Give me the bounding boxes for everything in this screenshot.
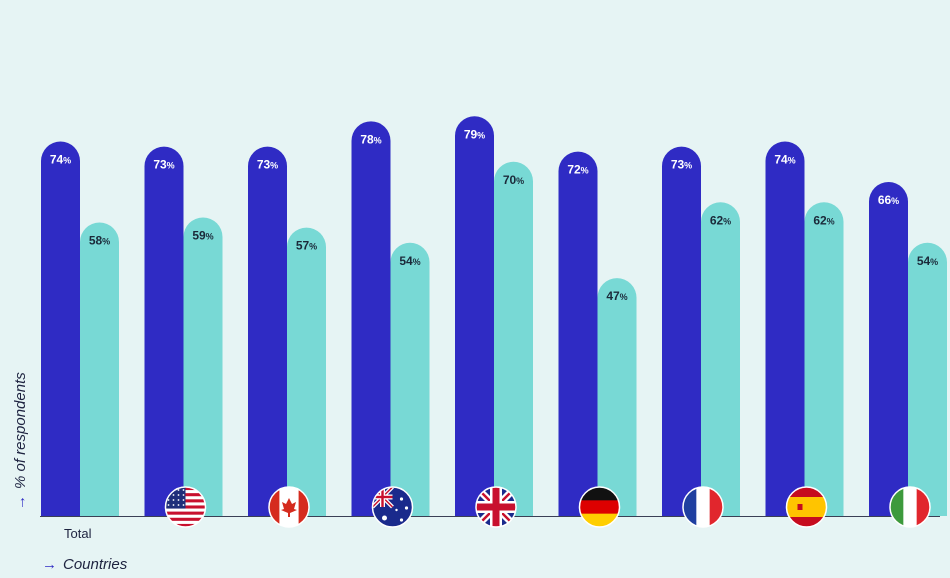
australia-flag-icon [372, 487, 413, 527]
bar-series1-8 [869, 182, 908, 517]
x-axis-title: Countries [63, 556, 128, 573]
bar-series2-2 [287, 227, 326, 516]
data-label-series1-0: 74% [50, 153, 71, 167]
uk-flag-icon-ring [475, 486, 517, 528]
data-label-series1-6: 73% [671, 158, 692, 172]
data-label-series2-3: 54% [399, 254, 420, 268]
bar-series2-5 [597, 278, 637, 516]
uk-flag-icon [476, 487, 516, 527]
data-label-series2-0: 58% [89, 234, 110, 248]
data-label-series1-2: 73% [257, 158, 278, 172]
data-label-series1-5: 72% [567, 163, 588, 177]
bar-series2-8 [908, 242, 947, 516]
bar-series1-5 [558, 151, 598, 516]
germany-flag-icon-ring [578, 486, 621, 528]
y-axis-title: % of respondents [12, 372, 29, 489]
y-axis-label: → % of respondents [12, 372, 29, 510]
data-label-series2-2: 57% [296, 239, 317, 253]
bar-series2-6 [701, 202, 740, 516]
x-axis-label: → Countries [42, 556, 127, 573]
us-flag-icon-ring [164, 486, 207, 528]
data-label-series1-4: 79% [464, 127, 485, 141]
data-label-series1-1: 73% [153, 158, 174, 172]
data-label-series1-3: 78% [360, 132, 381, 146]
data-label-series2-7: 62% [813, 213, 834, 227]
bar-series2-3 [390, 242, 430, 516]
arrow-right-icon: → [42, 556, 57, 573]
bar-series2-7 [804, 202, 844, 516]
bar-series1-7 [765, 141, 805, 516]
arrow-up-icon: → [12, 495, 29, 510]
spain-flag-icon [786, 487, 827, 527]
bar-series1-2 [248, 146, 287, 516]
canada-flag-icon-ring [268, 486, 310, 528]
canada-flag-icon [269, 487, 309, 527]
bar-series1-4 [455, 116, 494, 516]
data-label-series1-7: 74% [774, 153, 795, 167]
data-label-series1-8: 66% [878, 193, 899, 207]
us-flag-icon [165, 487, 206, 527]
bar-series2-1 [183, 217, 223, 516]
data-label-series2-6: 62% [710, 213, 731, 227]
spain-flag-icon-ring [785, 486, 828, 528]
italy-flag-icon-ring [889, 486, 931, 528]
bar-series1-6 [662, 146, 701, 516]
france-flag-icon-ring [682, 486, 724, 528]
bar-series1-3 [351, 121, 391, 516]
bar-series1-0 [41, 141, 80, 516]
australia-flag-icon-ring [371, 486, 414, 528]
bar-series2-0 [80, 222, 119, 516]
data-label-series2-8: 54% [917, 254, 938, 268]
bar-series2-4 [494, 161, 533, 517]
bar-series1-1 [144, 146, 184, 516]
data-label-series2-1: 59% [192, 228, 213, 242]
data-label-series2-4: 70% [503, 173, 524, 187]
x-tick-label-total: Total [64, 526, 92, 541]
data-label-series2-5: 47% [606, 289, 627, 303]
